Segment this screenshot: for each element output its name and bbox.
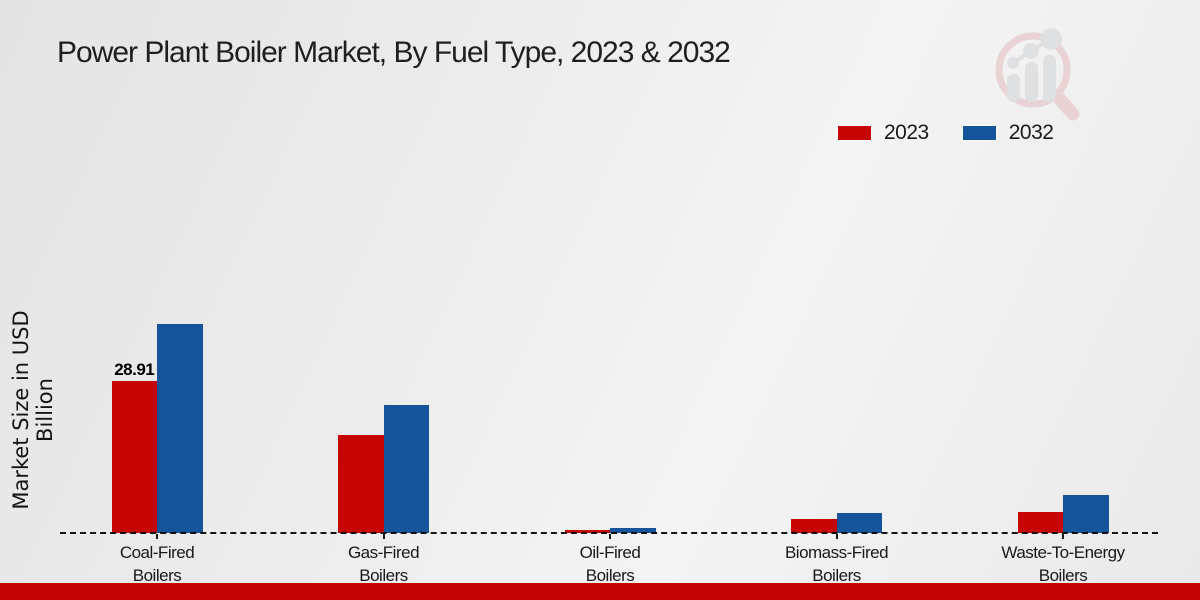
footer-accent-bar — [0, 583, 1200, 600]
legend-item-2023: 2023 — [838, 121, 929, 145]
bar-2023-biomass-fired — [791, 518, 837, 533]
x-axis-tick — [382, 534, 385, 539]
bar-2032-coal-fired — [157, 324, 203, 533]
bar-2032-waste-to-energy — [1063, 495, 1109, 533]
bar-value-label: 28.91 — [114, 359, 155, 379]
legend: 2023 2032 — [838, 121, 1054, 145]
x-axis-tick — [609, 534, 611, 539]
x-axis-category-label: Coal-Fired Boilers — [119, 543, 195, 585]
legend-swatch-2023 — [838, 126, 871, 140]
x-axis-tick — [1062, 534, 1064, 539]
bar-2023-gas-fired — [338, 435, 384, 533]
bar-2032-oil-fired — [610, 528, 656, 533]
bar-2023-waste-to-energy — [1017, 511, 1063, 533]
x-axis-baseline — [60, 532, 1158, 534]
x-axis-tick — [835, 534, 838, 539]
x-axis-category-label: Gas-Fired Boilers — [347, 543, 420, 585]
x-axis-category-label: Waste-To-Energy Boilers — [1001, 543, 1125, 585]
legend-swatch-2032 — [962, 126, 996, 140]
bar-2023-coal-fired — [111, 380, 157, 533]
x-axis-tick — [156, 534, 158, 539]
legend-label-2023: 2023 — [884, 121, 929, 144]
chart-title: Power Plant Boiler Market, By Fuel Type,… — [57, 36, 731, 69]
x-axis-category-label: Biomass-Fired Boilers — [784, 543, 889, 585]
bar-2023-oil-fired — [564, 529, 610, 533]
magnifier-bar-chart-logo-icon — [995, 28, 1080, 121]
x-axis-category-label: Oil-Fired Boilers — [579, 543, 641, 585]
legend-label-2032: 2032 — [1008, 121, 1054, 144]
bar-2032-biomass-fired — [836, 513, 882, 533]
legend-item-2032: 2032 — [962, 121, 1054, 145]
bar-2032-gas-fired — [383, 405, 429, 533]
